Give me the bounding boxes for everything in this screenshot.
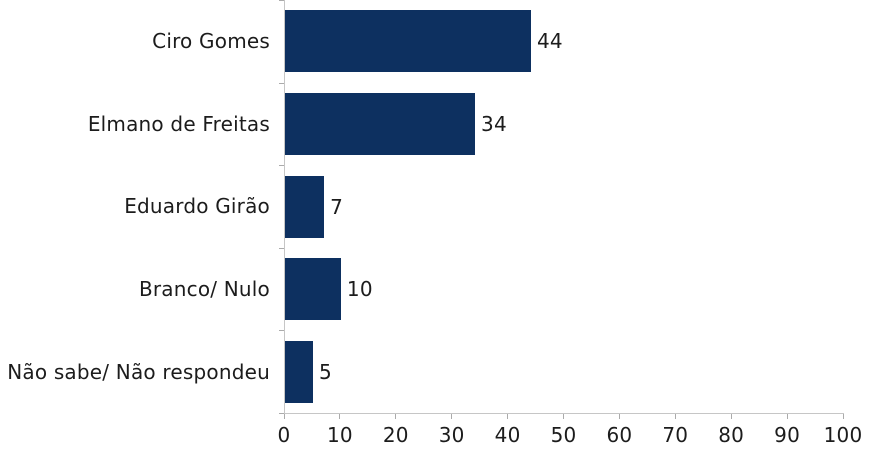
x-axis-tick-mark <box>563 414 564 419</box>
category-label: Branco/ Nulo <box>138 277 270 302</box>
category-label: Eduardo Girão <box>124 194 270 219</box>
x-tick-label: 60 <box>606 423 633 447</box>
y-axis-tick-mark <box>279 330 284 331</box>
x-axis-tick-mark <box>507 414 509 419</box>
bar <box>285 175 325 238</box>
x-axis-tick-mark <box>842 414 844 419</box>
bar <box>285 92 476 155</box>
x-axis-tick-mark <box>730 414 732 419</box>
x-axis-tick-mark <box>618 414 620 419</box>
x-axis-tick-mark <box>451 414 453 419</box>
x-axis-tick-mark <box>674 414 676 419</box>
value-label: 5 <box>318 359 332 384</box>
category-label: Não sabe/ Não respondeu <box>7 359 270 384</box>
x-tick-label: 100 <box>823 423 863 447</box>
x-axis-tick-mark <box>786 414 788 419</box>
x-axis-tick-mark <box>395 414 397 419</box>
value-label: 7 <box>330 194 344 219</box>
value-label: 34 <box>481 111 507 136</box>
x-tick-label: 90 <box>774 423 801 447</box>
x-tick-label: 0 <box>277 423 291 447</box>
bar <box>285 340 313 403</box>
category-label: Elmano de Freitas <box>87 111 270 136</box>
y-axis-tick-mark <box>279 0 284 1</box>
y-axis-tick-mark <box>279 83 284 84</box>
plot-area <box>284 0 844 414</box>
y-axis-tick-mark <box>279 248 284 249</box>
x-tick-label: 50 <box>550 423 577 447</box>
x-axis-tick-mark <box>339 414 341 419</box>
y-axis-tick-mark <box>279 413 284 414</box>
x-tick-label: 10 <box>326 423 353 447</box>
bar <box>285 258 341 321</box>
value-label: 10 <box>346 277 373 302</box>
bar <box>285 10 531 73</box>
x-axis-tick-mark <box>283 414 285 419</box>
category-label: Ciro Gomes <box>152 29 270 54</box>
x-tick-label: 20 <box>382 423 409 447</box>
x-tick-label: 30 <box>438 423 465 447</box>
x-tick-label: 80 <box>718 423 745 447</box>
x-tick-label: 70 <box>662 423 689 447</box>
x-tick-label: 40 <box>494 423 521 447</box>
value-label: 44 <box>536 29 563 54</box>
y-axis-tick-mark <box>279 165 284 166</box>
